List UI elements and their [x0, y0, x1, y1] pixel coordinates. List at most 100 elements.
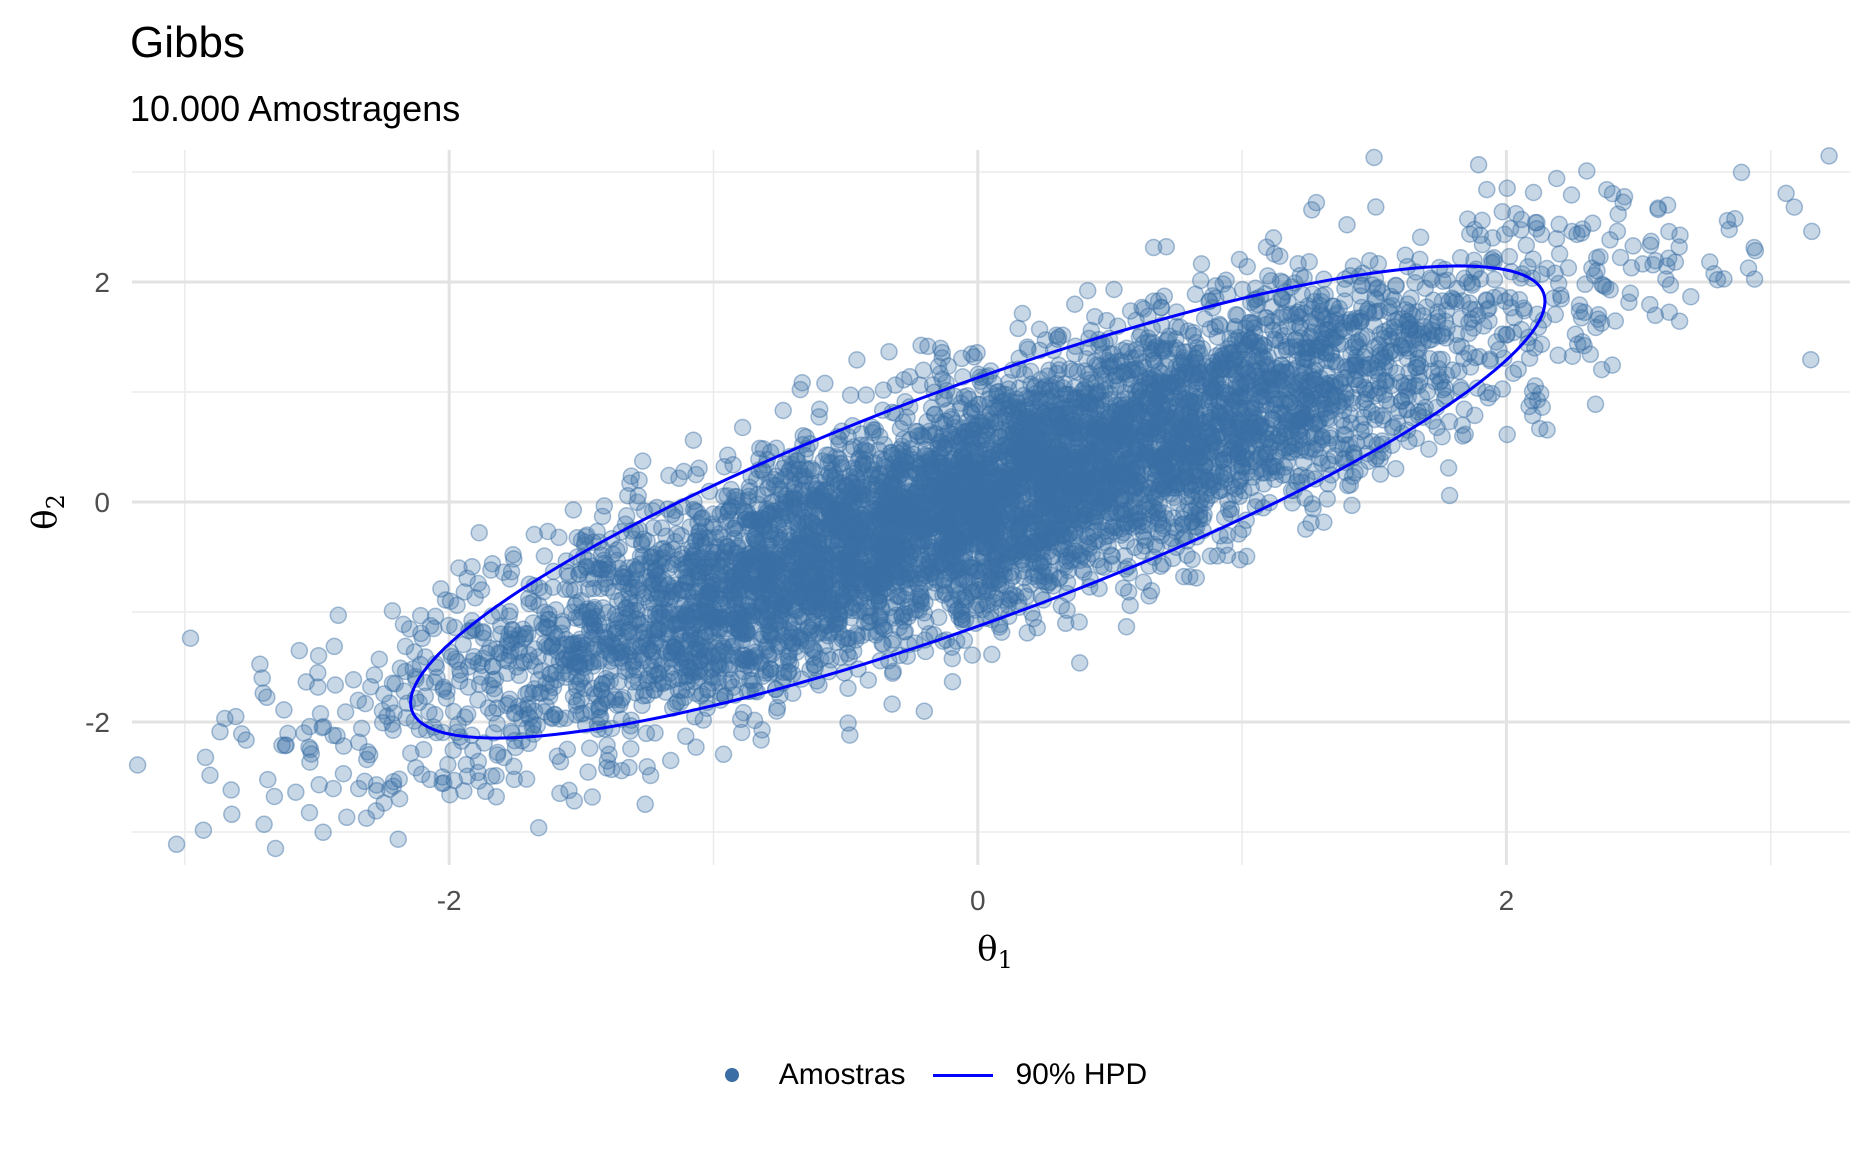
sample-point	[515, 653, 533, 671]
sample-point	[659, 602, 678, 621]
sample-point	[1039, 425, 1058, 444]
sample-point	[976, 411, 994, 430]
sample-point	[1670, 238, 1688, 256]
sample-point	[694, 711, 713, 729]
sample-point	[981, 459, 1000, 478]
sample-point	[1145, 453, 1164, 471]
sample-point	[885, 513, 903, 531]
sample-point	[898, 544, 916, 563]
sample-point	[861, 514, 879, 532]
sample-point	[1070, 654, 1089, 672]
sample-point	[915, 702, 934, 720]
grid	[132, 150, 1850, 865]
sample-point	[572, 633, 591, 652]
sample-point	[774, 651, 792, 670]
sample-point	[1023, 423, 1042, 441]
sample-point	[958, 494, 976, 512]
sample-point	[925, 543, 944, 562]
sample-point	[1264, 433, 1282, 452]
sample-point	[873, 561, 892, 580]
sample-point	[810, 491, 829, 510]
sample-point	[898, 408, 916, 427]
sample-point	[564, 501, 583, 519]
sample-point	[1190, 448, 1209, 466]
sample-point	[851, 577, 869, 595]
sample-point	[956, 485, 974, 503]
sample-point	[1020, 539, 1039, 557]
sample-point	[334, 764, 353, 783]
sample-point	[1157, 415, 1176, 433]
sample-point	[968, 492, 987, 511]
sample-point	[373, 702, 392, 720]
sample-point	[933, 454, 951, 472]
sample-point	[1048, 405, 1067, 424]
sample-point	[934, 464, 953, 482]
sample-point	[812, 619, 831, 638]
sample-point	[1151, 418, 1169, 437]
sample-point	[804, 590, 823, 609]
sample-point	[852, 573, 870, 591]
sample-point	[650, 605, 668, 623]
sample-point	[967, 524, 986, 542]
sample-point	[811, 481, 829, 499]
sample-point	[759, 645, 777, 664]
sample-point	[946, 418, 964, 437]
sample-point	[820, 549, 839, 568]
sample-point	[1498, 179, 1516, 197]
sample-point	[962, 497, 980, 515]
sample-point	[735, 573, 754, 591]
sample-point	[1504, 364, 1523, 382]
sample-point	[1239, 422, 1257, 441]
sample-point	[1025, 533, 1043, 552]
sample-point	[1478, 180, 1496, 199]
sample-point	[781, 500, 800, 519]
sample-point	[1288, 411, 1306, 429]
sample-point	[797, 592, 815, 611]
sample-point	[1192, 490, 1210, 509]
sample-point	[1437, 387, 1455, 405]
sample-point	[657, 527, 675, 546]
sample-point	[396, 662, 415, 681]
sample-point	[1297, 344, 1315, 362]
sample-point	[181, 629, 200, 647]
sample-point	[580, 608, 599, 626]
sample-point	[793, 373, 811, 392]
sample-point	[706, 631, 724, 650]
sample-point	[906, 501, 925, 520]
sample-point	[855, 613, 874, 632]
sample-point	[356, 694, 375, 713]
sample-point	[1517, 236, 1536, 254]
sample-point	[1274, 466, 1292, 484]
sample-point	[1252, 444, 1271, 463]
sample-point	[1114, 422, 1133, 440]
sample-point	[852, 562, 871, 580]
sample-point	[1289, 467, 1307, 486]
sample-point	[326, 676, 345, 694]
sample-point	[931, 485, 949, 504]
sample-point	[352, 719, 371, 738]
sample-point	[650, 584, 668, 602]
sample-point	[602, 662, 620, 681]
sample-point	[383, 602, 402, 620]
sample-point	[1578, 162, 1596, 180]
sample-point	[1036, 534, 1054, 552]
sample-point	[1108, 352, 1126, 371]
sample-point	[579, 580, 598, 598]
sample-point	[1034, 433, 1052, 452]
sample-point	[1234, 447, 1252, 465]
sample-point	[755, 626, 773, 644]
sample-point	[1450, 362, 1468, 381]
sample-point	[850, 488, 869, 506]
sample-point	[128, 756, 147, 774]
sample-point	[766, 614, 785, 632]
sample-point	[389, 830, 407, 848]
sample-point	[1235, 424, 1253, 443]
sample-point	[770, 634, 789, 652]
sample-point	[1624, 237, 1642, 255]
sample-point	[1192, 255, 1211, 273]
sample-point	[968, 343, 986, 362]
sample-point	[876, 481, 895, 500]
sample-point	[668, 605, 687, 624]
sample-point	[458, 705, 477, 723]
sample-point	[1254, 336, 1273, 354]
